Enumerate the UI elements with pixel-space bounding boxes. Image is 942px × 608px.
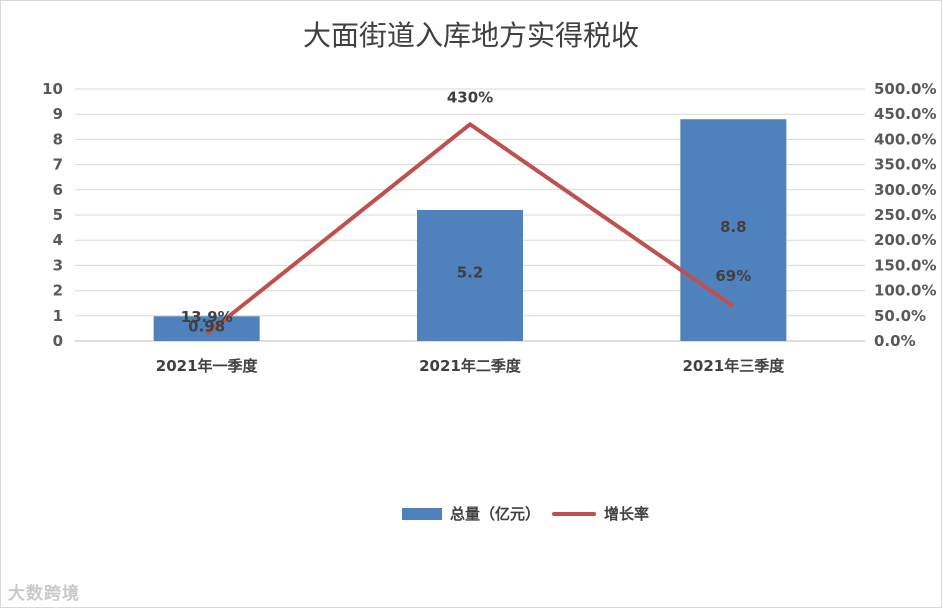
line-value-label: 430% bbox=[447, 88, 493, 106]
legend-item-bar[interactable]: 总量（亿元） bbox=[402, 503, 540, 524]
bar[interactable] bbox=[153, 316, 260, 341]
category-labels: 2021年一季度 2021年二季度 2021年三季度 bbox=[156, 357, 785, 375]
right-tick-label: 400.0% bbox=[874, 130, 936, 148]
legend-item-line[interactable]: 增长率 bbox=[552, 503, 649, 524]
left-tick-label: 1 bbox=[53, 307, 63, 325]
category-label: 2021年二季度 bbox=[419, 357, 522, 375]
legend-bar-label: 总量（亿元） bbox=[450, 505, 541, 523]
chart-title: 大面街道入库地方实得税收 bbox=[302, 19, 639, 52]
left-tick-label: 5 bbox=[53, 206, 63, 224]
legend-line-swatch bbox=[552, 511, 597, 516]
legend: 总量（亿元） 增长率 bbox=[402, 503, 649, 524]
bar-series bbox=[153, 119, 787, 342]
bar-value-label: 5.2 bbox=[457, 263, 484, 281]
left-tick-label: 8 bbox=[53, 130, 63, 148]
left-tick-label: 10 bbox=[42, 80, 63, 98]
right-tick-label: 200.0% bbox=[874, 231, 936, 249]
left-tick-label: 3 bbox=[53, 256, 63, 274]
data-labels: 0.98 5.2 8.8 13.9% 430% 69% bbox=[181, 88, 752, 335]
right-axis-ticks: 0.0% 50.0% 100.0% 150.0% 200.0% 250.0% 300.0% 3… bbox=[874, 80, 936, 350]
right-tick-label: 100.0% bbox=[874, 282, 936, 300]
right-tick-label: 350.0% bbox=[874, 156, 936, 174]
right-tick-label: 250.0% bbox=[874, 206, 936, 224]
right-tick-label: 500.0% bbox=[874, 80, 936, 98]
right-tick-label: 150.0% bbox=[874, 256, 936, 274]
legend-bar-swatch bbox=[402, 507, 442, 520]
left-tick-label: 6 bbox=[53, 181, 63, 199]
right-tick-label: 450.0% bbox=[874, 105, 936, 123]
left-tick-label: 2 bbox=[53, 282, 63, 300]
right-tick-label: 50.0% bbox=[874, 307, 926, 325]
line-value-label: 69% bbox=[715, 267, 751, 285]
left-tick-label: 7 bbox=[53, 156, 63, 174]
category-label: 2021年三季度 bbox=[682, 357, 785, 375]
right-tick-label: 300.0% bbox=[874, 181, 936, 199]
bar[interactable] bbox=[417, 209, 523, 341]
bar-value-label: 0.98 bbox=[188, 317, 225, 335]
bar-value-label: 8.8 bbox=[720, 218, 747, 236]
category-label: 2021年一季度 bbox=[156, 357, 259, 375]
watermark: 大数跨境 bbox=[8, 584, 80, 604]
left-tick-label: 4 bbox=[53, 231, 63, 249]
left-axis-ticks: 0 1 2 3 4 5 6 7 8 9 10 bbox=[42, 80, 63, 350]
line-value-label: 13.9% bbox=[181, 308, 233, 326]
line-series bbox=[205, 122, 735, 336]
left-tick-label: 9 bbox=[53, 105, 63, 123]
right-tick-label: 0.0% bbox=[874, 332, 916, 350]
left-tick-label: 0 bbox=[53, 332, 63, 350]
legend-line-label: 增长率 bbox=[604, 505, 650, 523]
